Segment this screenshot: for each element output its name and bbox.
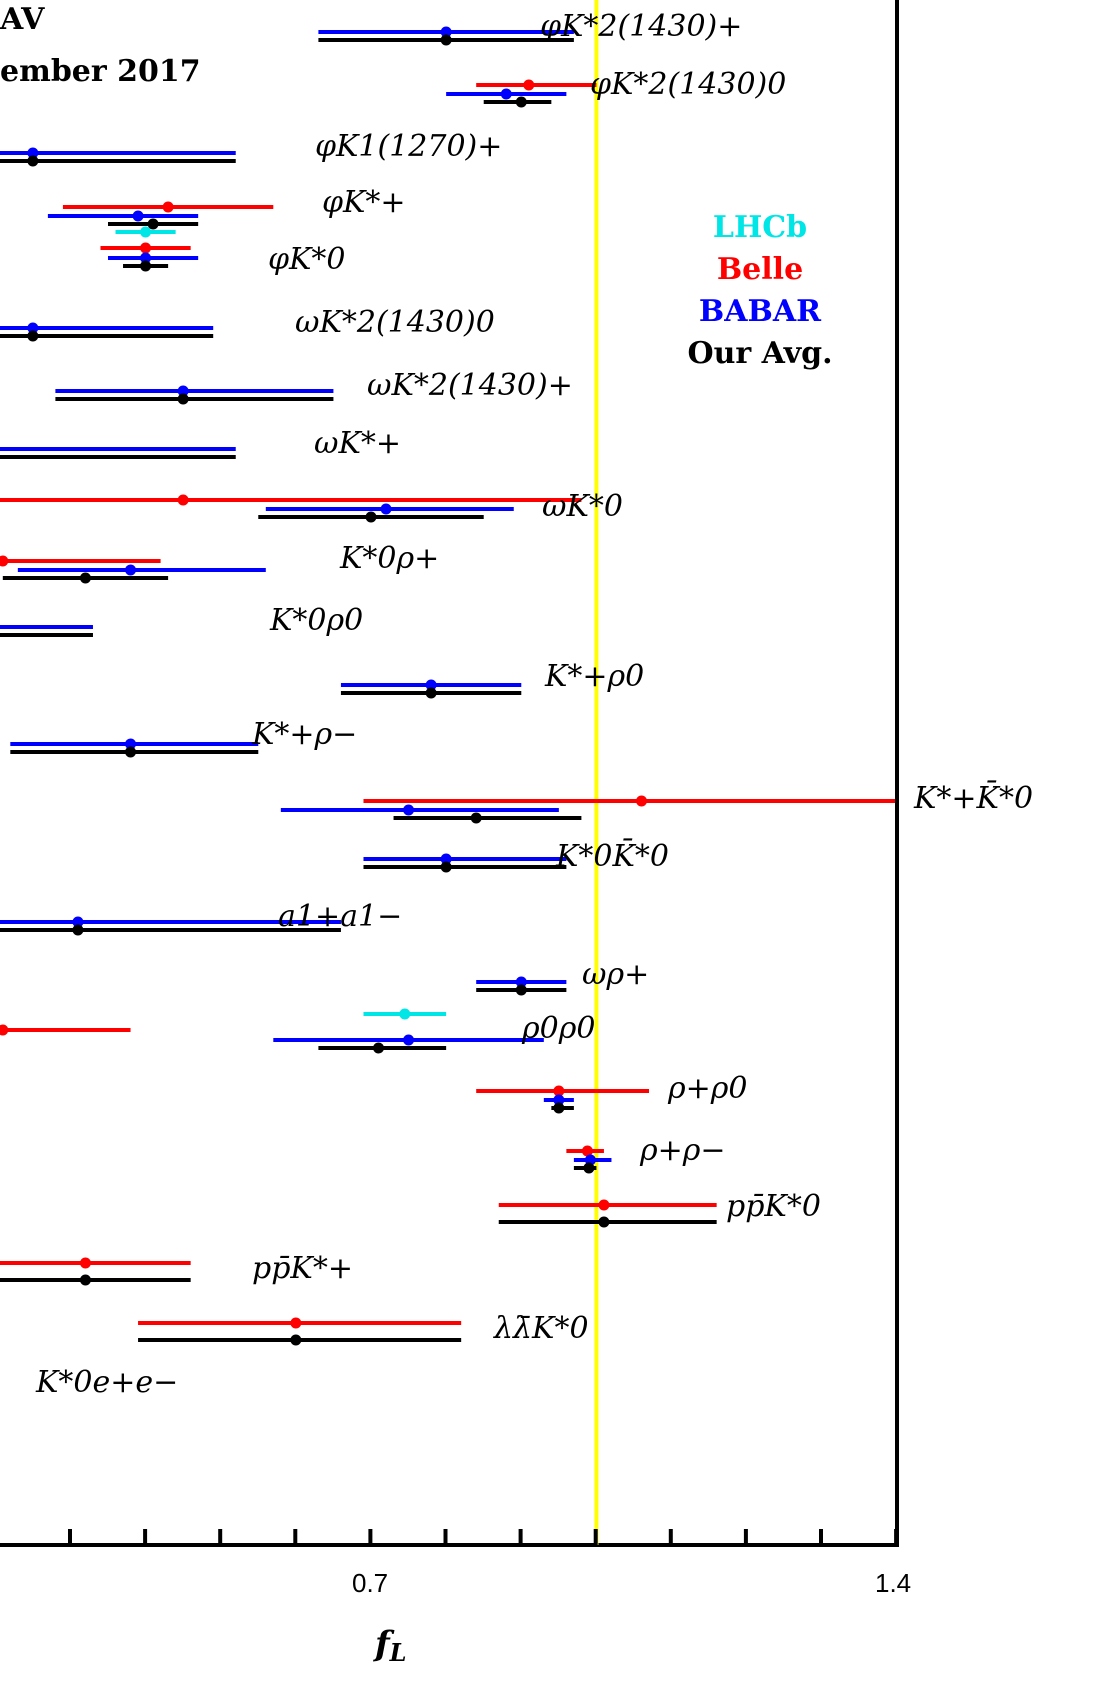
point-babar <box>140 252 152 264</box>
point-avg <box>147 218 159 230</box>
point-avg <box>470 812 482 824</box>
channel-label: φK1(1270)+ <box>315 129 503 164</box>
point-belle <box>553 1085 565 1097</box>
channel-label: φK*2(1430)0 <box>590 67 787 102</box>
channel-label: K*0K̄*0 <box>556 839 669 874</box>
legend-babar: BABAR <box>698 294 822 329</box>
point-lhcb <box>399 1008 411 1020</box>
x-tick-label-1.4: 1.4 <box>875 1568 912 1598</box>
point-belle <box>0 1024 9 1036</box>
point-avg <box>365 511 377 523</box>
channel-label: ωK*2(1430)+ <box>367 368 573 403</box>
point-avg <box>177 393 189 405</box>
point-avg <box>553 1102 565 1114</box>
measurement-bars <box>0 26 895 1346</box>
point-babar <box>132 210 144 222</box>
channel-label: φK*0 <box>268 242 346 277</box>
point-belle <box>598 1199 610 1211</box>
point-babar <box>27 322 39 334</box>
channel-label: pp̄K*+ <box>252 1251 353 1286</box>
channel-label: ρ+ρ− <box>640 1133 726 1168</box>
channel-label: ωρ+ <box>582 957 650 992</box>
point-belle <box>140 242 152 254</box>
point-avg <box>125 746 137 758</box>
channel-label: φK*+ <box>322 185 406 220</box>
point-belle <box>162 201 174 213</box>
channel-label: φK*2(1430)+ <box>540 9 743 44</box>
point-belle <box>0 555 9 567</box>
point-babar <box>440 26 452 38</box>
point-belle <box>523 79 535 91</box>
point-avg <box>598 1216 610 1228</box>
point-avg <box>290 1334 302 1346</box>
point-avg <box>79 1274 91 1286</box>
x-axis-ticks <box>68 1529 899 1545</box>
channel-label: ρ0ρ0 <box>522 1011 596 1046</box>
plot-frame <box>0 0 899 1547</box>
header-line-1: AV <box>0 2 45 37</box>
legend-our-avg: Our Avg. <box>687 336 833 371</box>
point-belle <box>290 1317 302 1329</box>
channel-label: K*+K̄*0 <box>914 781 1034 816</box>
point-babar <box>403 1034 415 1046</box>
channel-label: K*0e+e− <box>36 1365 179 1400</box>
point-belle <box>636 795 648 807</box>
point-babar <box>125 564 137 576</box>
point-avg <box>27 155 39 167</box>
point-avg <box>440 861 452 873</box>
channel-label: a1+a1− <box>278 899 403 934</box>
point-avg <box>425 687 437 699</box>
point-avg <box>72 924 84 936</box>
x-tick-label-0.7: 0.7 <box>352 1568 389 1598</box>
channel-label: ωK*0 <box>542 489 623 524</box>
point-avg <box>27 330 39 342</box>
point-belle <box>581 1145 593 1157</box>
x-axis-label: fL <box>375 1624 407 1667</box>
channel-label: K*+ρ− <box>252 717 358 752</box>
point-babar <box>72 916 84 928</box>
point-avg <box>515 96 527 108</box>
channel-label: ωK*2(1430)0 <box>295 305 495 340</box>
point-belle <box>177 494 189 506</box>
point-babar <box>440 853 452 865</box>
legend-belle: Belle <box>716 252 804 287</box>
channel-label: ωK*+ <box>314 426 402 461</box>
point-avg <box>373 1042 385 1054</box>
point-avg <box>583 1162 595 1174</box>
point-babar <box>403 804 415 816</box>
point-babar <box>27 147 39 159</box>
point-avg <box>140 260 152 272</box>
point-babar <box>425 679 437 691</box>
channel-label: K*0ρ+ <box>340 541 440 576</box>
point-avg <box>440 34 452 46</box>
channel-label: ρ+ρ0 <box>668 1071 748 1106</box>
channel-label: K*+ρ0 <box>545 659 645 694</box>
point-avg <box>515 984 527 996</box>
legend-lhcb: LHCb <box>712 210 808 245</box>
point-babar <box>553 1094 565 1106</box>
point-lhcb <box>140 226 152 238</box>
channel-label: K*0ρ0 <box>270 603 364 638</box>
channel-label: pp̄K*0 <box>726 1189 821 1224</box>
point-belle <box>79 1257 91 1269</box>
point-babar <box>500 88 512 100</box>
point-babar <box>177 385 189 397</box>
point-babar <box>125 738 137 750</box>
point-babar <box>380 503 392 515</box>
point-babar <box>515 976 527 988</box>
point-avg <box>79 572 91 584</box>
header-line-2: ember 2017 <box>0 54 201 89</box>
channel-label: λλ̄K*0 <box>494 1311 589 1346</box>
